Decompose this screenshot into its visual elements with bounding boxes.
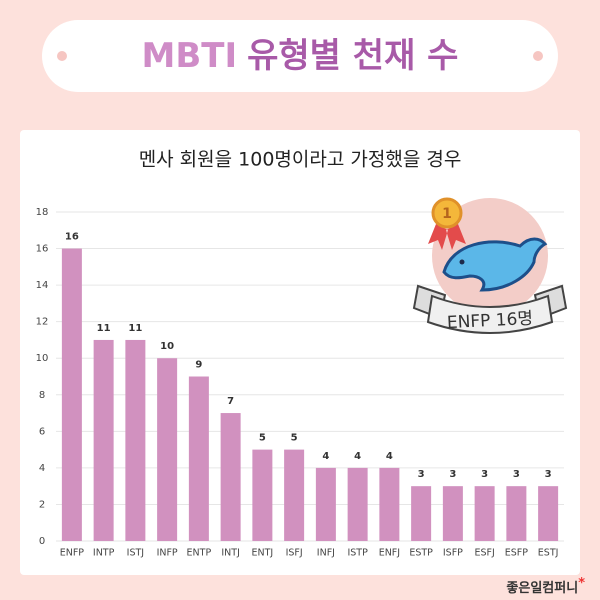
x-tick-label: ISFP <box>443 548 463 559</box>
dolphin <box>442 237 548 292</box>
x-tick-label: ESFJ <box>474 548 494 559</box>
plot: 024681012141618ENFP16INTP11ISTJ11INFP10E… <box>36 207 564 559</box>
footer: 좋은일컴퍼니* <box>506 576 585 596</box>
bar <box>411 486 432 541</box>
value-label: 4 <box>386 451 393 462</box>
x-tick-label: ESTJ <box>538 548 559 559</box>
x-tick-label: ISTP <box>347 548 368 559</box>
value-label: 10 <box>160 341 174 352</box>
bar <box>157 358 178 541</box>
y-tick-label: 14 <box>36 280 49 291</box>
medal-label: 1 <box>442 206 452 222</box>
y-tick-label: 8 <box>39 390 45 401</box>
value-label: 3 <box>513 469 520 480</box>
badge-label: ENFP 16명 <box>446 309 533 333</box>
y-tick-label: 18 <box>36 207 49 218</box>
x-tick-label: ENFP <box>60 548 85 559</box>
x-tick-label: INFJ <box>317 548 335 559</box>
bar <box>188 376 209 541</box>
value-label: 5 <box>259 433 266 444</box>
y-tick-label: 0 <box>39 536 45 547</box>
x-tick-label: ISFJ <box>286 548 303 559</box>
badge: ENFP 16명 1 <box>412 197 568 334</box>
ribbon <box>426 294 554 334</box>
value-label: 3 <box>545 469 552 480</box>
bar <box>506 486 527 541</box>
value-label: 7 <box>227 396 234 407</box>
y-tick-label: 4 <box>39 463 45 474</box>
value-label: 16 <box>65 232 79 243</box>
x-tick-label: INTJ <box>221 548 240 559</box>
value-label: 11 <box>97 323 111 334</box>
bar <box>125 339 146 541</box>
bar <box>442 486 463 541</box>
footer-text: 좋은일컴퍼니 <box>506 581 578 596</box>
bar <box>252 449 273 541</box>
x-tick-label: INTP <box>93 548 115 559</box>
bar <box>474 486 495 541</box>
bar <box>538 486 559 541</box>
dolphin-eye <box>459 259 465 265</box>
y-tick-label: 10 <box>36 353 49 364</box>
value-label: 4 <box>354 451 361 462</box>
bar <box>284 449 305 541</box>
y-tick-label: 6 <box>39 426 45 437</box>
bar <box>93 339 114 541</box>
bar <box>220 413 241 541</box>
y-tick-label: 16 <box>36 244 49 255</box>
y-tick-label: 2 <box>39 499 45 510</box>
bar <box>61 248 82 542</box>
dot <box>57 51 67 61</box>
dot <box>533 51 543 61</box>
title-part: MBTI <box>142 36 238 76</box>
x-tick-label: ENFJ <box>379 548 400 559</box>
x-tick-label: ENTJ <box>252 548 274 559</box>
asterisk: * <box>578 576 585 591</box>
bar <box>347 467 368 541</box>
value-label: 11 <box>128 323 142 334</box>
chart-title: MBTI 유형별 천재 수 <box>142 36 459 76</box>
value-label: 3 <box>418 469 425 480</box>
x-tick-label: ESFP <box>505 548 528 559</box>
value-label: 3 <box>449 469 456 480</box>
value-label: 4 <box>322 451 329 462</box>
x-tick-label: ENTP <box>187 548 212 559</box>
x-tick-label: ESTP <box>409 548 433 559</box>
value-label: 3 <box>481 469 488 480</box>
title-part: 유형별 천재 수 <box>247 36 458 76</box>
value-label: 5 <box>291 433 298 444</box>
medal <box>431 197 463 229</box>
x-tick-label: INFP <box>157 548 178 559</box>
subtitle: 멘사 회원을 100명이라고 가정했을 경우 <box>139 149 462 171</box>
bar <box>315 467 336 541</box>
title-pill <box>42 20 558 92</box>
y-tick-label: 12 <box>36 317 49 328</box>
x-tick-label: ISTJ <box>127 548 144 559</box>
bar <box>379 467 400 541</box>
medal-ribbon <box>428 224 466 250</box>
value-label: 9 <box>195 360 202 371</box>
